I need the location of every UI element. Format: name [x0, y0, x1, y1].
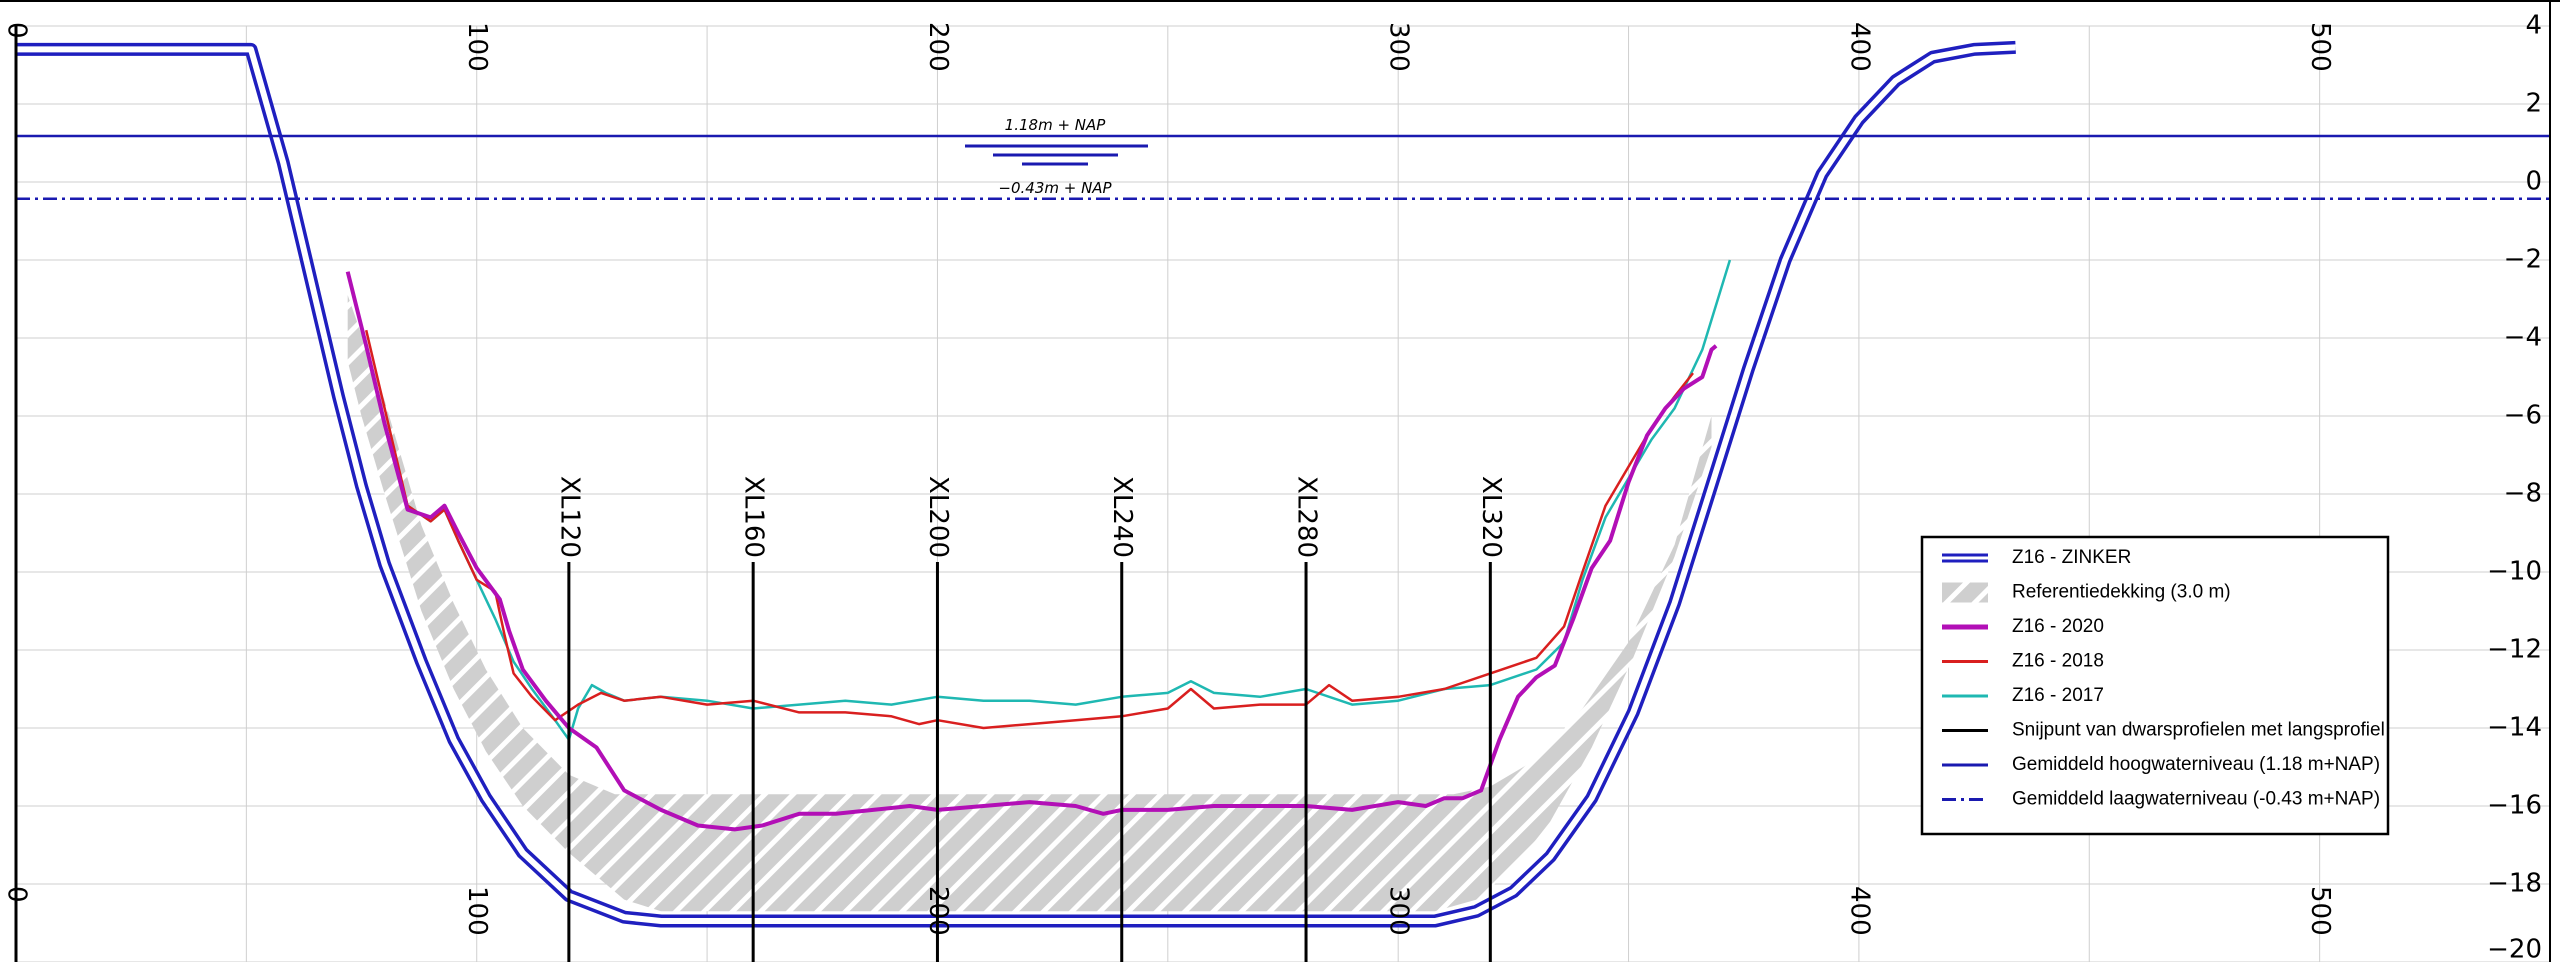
legend-label: Z16 - 2020	[2012, 616, 2104, 637]
x-tick-label-top: 100	[462, 22, 492, 72]
cross-section-label: XL200	[923, 476, 953, 558]
reference-coverage-area	[347, 295, 1712, 912]
y-tick-label: −8	[2504, 479, 2542, 509]
y-tick-label: −2	[2504, 245, 2542, 275]
x-tick-label-top: 200	[923, 22, 953, 72]
y-tick-label: −4	[2504, 323, 2542, 353]
legend-item: Snijpunt van dwarsprofielen met langspro…	[1942, 720, 2385, 741]
legend: Z16 - ZINKER Referentiedekking (3.0 m) Z16…	[1920, 535, 2390, 836]
y-tick-label: −6	[2504, 401, 2542, 431]
legend-label: Z16 - 2017	[2012, 685, 2104, 706]
high-water-label: 1.18m + NAP	[1005, 116, 1107, 134]
cross-section-label: XL240	[1107, 476, 1137, 558]
y-tick-label: −14	[2487, 713, 2542, 743]
x-tick-label-top: 400	[1844, 22, 1874, 72]
legend-item: Z16 - 2017	[1942, 685, 2104, 706]
y-tick-label: −16	[2487, 791, 2542, 821]
legend-label: Z16 - 2018	[2012, 651, 2104, 672]
legend-item: Gemiddeld hoogwaterniveau (1.18 m+NAP)	[1942, 754, 2380, 775]
legend-label: Snijpunt van dwarsprofielen met langspro…	[2012, 720, 2385, 741]
legend-item: Gemiddeld laagwaterniveau (-0.43 m+NAP)	[1942, 789, 2380, 810]
legend-label: Gemiddeld hoogwaterniveau (1.18 m+NAP)	[2012, 754, 2380, 775]
x-tick-label-top: 300	[1384, 22, 1414, 72]
x-tick-label-bottom: 200	[923, 886, 953, 936]
legend-item: Z16 - ZINKER	[1942, 547, 2131, 568]
cross-section-label: XL320	[1476, 476, 1506, 558]
series-2020-line	[345, 271, 1718, 832]
x-tick-label-bottom: 400	[1844, 886, 1874, 936]
low-water-label: −0.43m + NAP	[998, 179, 1112, 197]
legend-label: Referentiedekking (3.0 m)	[2012, 582, 2231, 603]
y-tick-label: −18	[2487, 869, 2542, 899]
x-tick-label-top: 500	[2305, 22, 2335, 72]
series-2017-line	[383, 259, 1732, 741]
x-tick-label-bottom: 100	[462, 886, 492, 936]
cross-section-label: XL160	[739, 476, 769, 558]
legend-label: Gemiddeld laagwaterniveau (-0.43 m+NAP)	[2012, 789, 2380, 810]
legend-box	[1920, 535, 2390, 836]
y-tick-label: 0	[2525, 167, 2542, 197]
cross-section-label: XL120	[554, 476, 584, 558]
legend-item: Z16 - 2020	[1942, 616, 2104, 637]
y-tick-label: −10	[2487, 557, 2542, 587]
x-tick-label-bottom: 0	[2, 886, 32, 903]
grid	[16, 25, 2550, 962]
y-tick-label: −20	[2487, 935, 2542, 962]
legend-item: Z16 - 2018	[1942, 651, 2104, 672]
cross-sections: XL120 XL160 XL200 XL240 XL280 XL320	[554, 476, 1506, 962]
zinker-line-inner	[16, 44, 2016, 924]
legend-swatch-reference	[1942, 582, 1988, 603]
cross-section-label: XL280	[1292, 476, 1322, 558]
legend-item: Referentiedekking (3.0 m)	[1942, 582, 2231, 603]
x-tick-label-bottom: 300	[1384, 886, 1414, 936]
x-tick-label-top: 0	[2, 22, 32, 39]
water-levels: 1.18m + NAP −0.43m + NAP	[16, 116, 2550, 201]
x-tick-label-bottom: 500	[2305, 886, 2335, 936]
plot-area	[16, 40, 2016, 928]
y-tick-label: 4	[2525, 11, 2542, 41]
y-tick-label: 2	[2525, 89, 2542, 119]
y-tick-label: −12	[2487, 635, 2542, 665]
legend-label: Z16 - ZINKER	[2012, 547, 2131, 568]
